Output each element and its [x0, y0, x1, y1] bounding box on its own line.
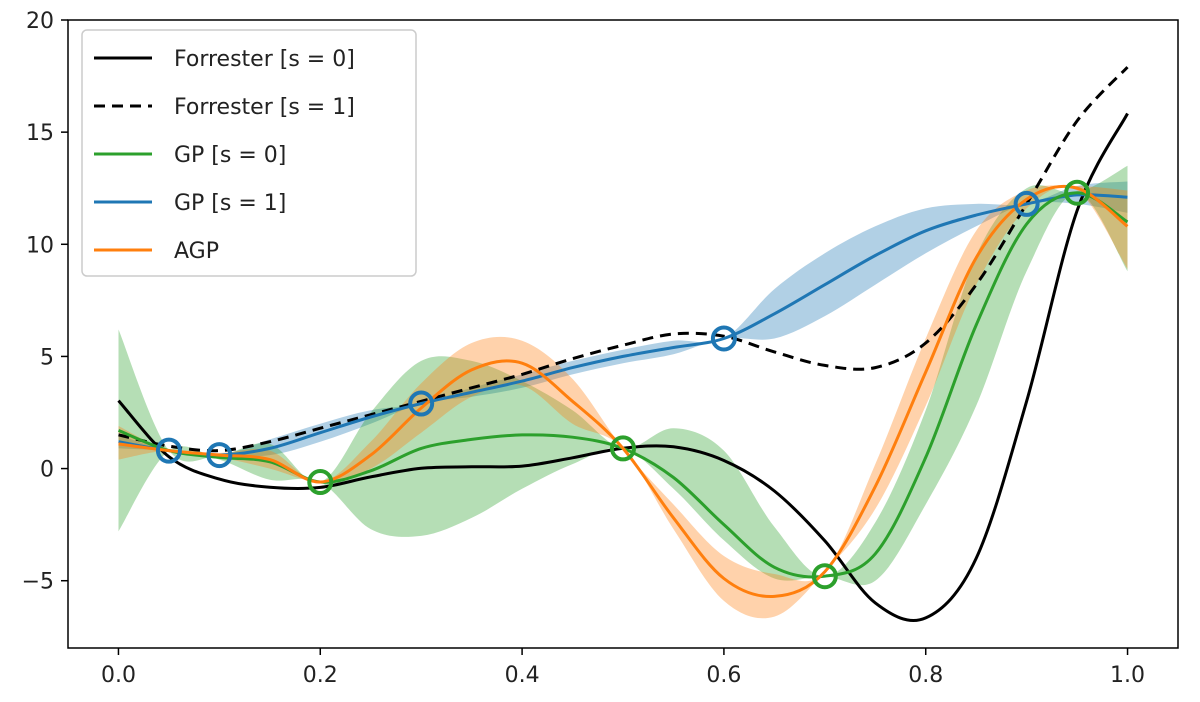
gp-s-0-samples-marker	[307, 469, 334, 496]
gp-s-1-samples-marker	[710, 325, 737, 352]
y-tick-label: 0	[40, 458, 54, 483]
agp-line	[118, 184, 1129, 598]
gp-s-0-samples-marker	[811, 563, 838, 590]
x-tick-label: 0.4	[505, 663, 540, 688]
gp-s-0-samples-marker	[610, 435, 636, 462]
series-lines	[117, 66, 1129, 623]
forrester-s-1-line	[118, 66, 1129, 453]
legend-label-forrester-s-1: Forrester [s = 1]	[174, 95, 355, 120]
gp-s-0-band	[118, 165, 1128, 586]
y-axis: −5 0 5 10 15 20	[22, 9, 68, 595]
y-tick-label: 20	[26, 9, 54, 34]
x-tick-label: 0.0	[101, 663, 136, 688]
y-tick-label: 5	[40, 345, 54, 370]
forrester-s-0-line	[117, 112, 1129, 623]
x-tick-label: 1.0	[1110, 663, 1145, 688]
gp-s-1-samples-marker	[1013, 190, 1040, 217]
uncertainty-bands	[118, 165, 1128, 619]
legend: Forrester [s = 0] Forrester [s = 1] GP [s …	[81, 29, 417, 277]
x-tick-label: 0.8	[908, 663, 943, 688]
legend-box	[81, 29, 417, 277]
x-tick-label: 0.6	[706, 663, 741, 688]
agp-band	[118, 185, 1128, 619]
gp-s-1-samples-marker	[408, 390, 435, 417]
plot-frame	[67, 19, 1179, 649]
gp-s-1-samples-marker	[206, 442, 233, 469]
y-tick-label: 15	[26, 121, 54, 146]
legend-label-agp: AGP	[174, 239, 219, 264]
y-tick-label: −5	[22, 570, 54, 595]
x-axis: 0.0 0.2 0.4 0.6 0.8 1.0	[101, 648, 1145, 688]
observation-markers	[155, 179, 1091, 590]
legend-label-forrester-s-0: Forrester [s = 0]	[174, 47, 355, 72]
gp-s-1-line	[118, 193, 1128, 457]
gp-s-1-band	[118, 181, 1128, 457]
x-tick-label: 0.2	[303, 663, 338, 688]
y-tick-label: 10	[26, 233, 54, 258]
legend-label-gp-s-1: GP [s = 1]	[174, 191, 286, 216]
legend-label-gp-s-0: GP [s = 0]	[174, 143, 286, 168]
gp-s-0-samples-marker	[1064, 179, 1091, 206]
gp-s-1-samples-marker	[155, 437, 182, 464]
